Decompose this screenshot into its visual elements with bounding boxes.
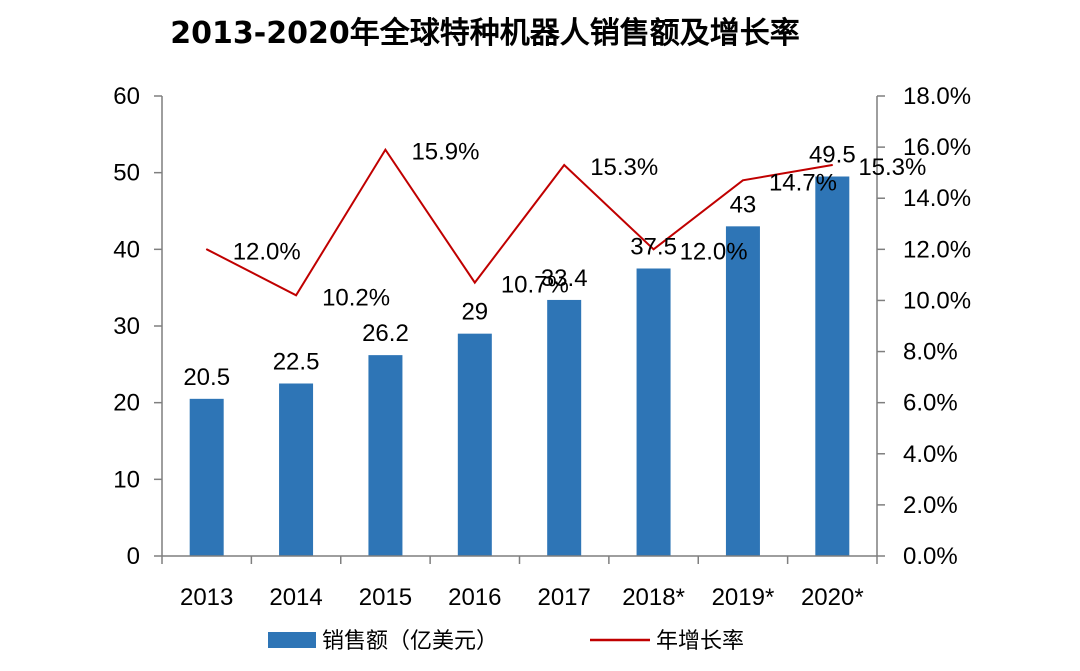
y-left-tick-label: 30 [113,313,140,340]
x-tick-label: 2016 [448,584,501,611]
bar-2019e [725,226,760,557]
growth-rate-line [206,147,833,297]
y-left-tick-label: 0 [127,543,140,570]
growth-rate-point [295,294,297,297]
y-right-tick-label: 14.0% [903,185,971,212]
growth-rate-point [652,248,655,251]
y-right-tick-label: 10.0% [903,287,971,314]
bar-2018e [636,268,671,556]
bar-2014 [279,383,314,556]
growth-rate-point [205,248,208,251]
growth-data-label: 10.2% [322,284,390,311]
x-tick-label: 2013 [180,584,233,611]
y-left-tick-label: 50 [113,160,140,187]
growth-rate-point [563,164,565,166]
x-tick-label: 2017 [537,584,590,611]
bar-data-label: 49.5 [809,142,856,169]
y-right-tick-label: 12.0% [903,236,971,263]
x-tick-label: 2014 [269,584,322,611]
y-left-tick-label: 10 [113,466,140,493]
growth-data-label: 10.7% [501,272,569,299]
growth-data-label: 12.0% [680,238,748,265]
growth-data-label: 12.0% [233,238,301,265]
growth-data-label: 15.9% [411,139,479,166]
growth-data-label: 15.3% [590,154,658,181]
bar-data-label: 22.5 [273,349,320,376]
bar-2017 [547,299,582,556]
growth-rate-point [831,164,834,166]
growth-line-group [205,147,834,297]
y-right-tick-label: 4.0% [903,441,958,468]
legend-swatch-sales [268,632,316,648]
growth-rate-point [384,148,387,151]
growth-rate-point [742,179,744,182]
x-tick-label: 2019* [712,584,775,611]
y-right-tick-label: 0.0% [903,543,958,570]
bar-data-label: 37.5 [630,234,677,261]
legend: 销售额（亿美元） 年增长率 [268,629,744,654]
data-labels-group: 20.5 22.5 26.2 29 33.4 37.5 43 49.5 12.0% 10.2% 15… [183,139,926,391]
growth-data-label: 14.7% [769,169,837,196]
growth-data-label: 15.3% [858,154,926,181]
bar-data-label: 29 [461,299,488,326]
y-left-tick-label: 40 [113,236,140,263]
chart-title: 2013-2020年全球特种机器人销售额及增长率 [170,16,800,51]
x-tick-label: 2020* [801,584,864,611]
bar-2016 [457,333,492,556]
y-right-tick-label: 16.0% [903,134,971,161]
bar-data-label: 26.2 [362,320,409,347]
bar-data-label: 43 [730,191,757,218]
bar-data-label: 20.5 [183,364,230,391]
legend-label-sales: 销售额（亿美元） [322,629,498,654]
axes-group: 0 10 20 30 40 50 60 0.0% 2.0% 4.0% 6.0% 8.0% 10.0% 12… [113,83,971,611]
legend-label-growth: 年增长率 [656,629,744,654]
y-right-tick-label: 6.0% [903,390,958,417]
bars-group [189,176,850,557]
bar-2020e [815,176,850,556]
x-tick-label: 2018* [622,584,685,611]
y-right-tick-label: 18.0% [903,83,971,110]
y-left-tick-label: 20 [113,390,140,417]
bar-data-label: 33.4 [541,265,588,292]
growth-rate-point [474,281,476,284]
x-tick-label: 2015 [359,584,412,611]
y-right-tick-label: 8.0% [903,339,958,366]
bar-2015 [368,355,403,556]
bar-2013 [189,398,224,556]
y-left-tick-label: 60 [113,83,140,110]
y-right-tick-label: 2.0% [903,492,958,519]
